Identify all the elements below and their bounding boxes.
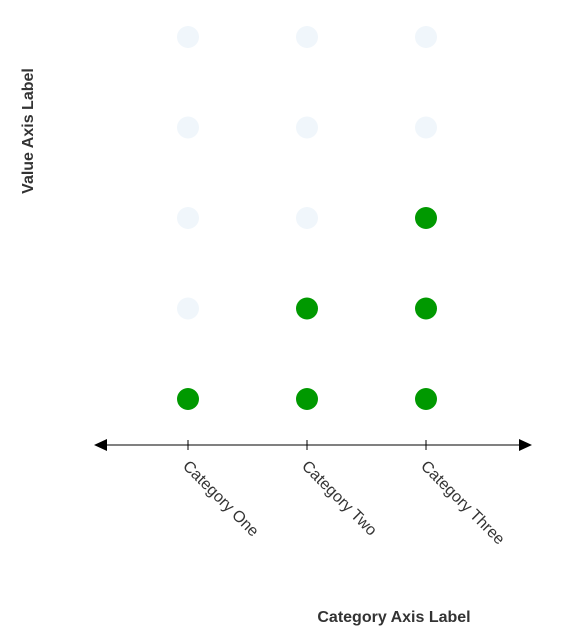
filled-dot-category-three-1	[415, 388, 437, 410]
filled-dot-category-two-2	[296, 297, 318, 320]
filled-dot-category-one-1	[177, 388, 199, 410]
empty-dot-category-two-4	[296, 116, 318, 139]
value-axis-label: Value Axis Label	[20, 68, 37, 194]
empty-dot-category-one-4	[177, 116, 199, 139]
axis-arrow-left	[94, 439, 107, 451]
empty-dot-category-three-5	[415, 26, 437, 48]
empty-dot-category-two-5	[296, 26, 318, 48]
empty-dot-category-one-2	[177, 297, 199, 320]
tick-label-category-two: Category Two	[298, 458, 380, 540]
tick-label-category-three: Category Three	[417, 458, 507, 548]
dots-layer	[177, 26, 437, 410]
filled-dot-category-three-3	[415, 207, 437, 229]
filled-dot-category-three-2	[415, 297, 437, 320]
empty-dot-category-one-5	[177, 26, 199, 48]
axis-arrow-right	[519, 439, 532, 451]
category-axis-label: Category Axis Label	[317, 609, 470, 626]
empty-dot-category-two-3	[296, 207, 318, 229]
tick-label-category-one: Category One	[179, 458, 262, 541]
filled-dot-category-two-1	[296, 388, 318, 410]
category-axis	[94, 439, 532, 451]
axis-ticks: Category One Category Two Category Three	[179, 440, 508, 548]
empty-dot-category-one-3	[177, 207, 199, 229]
empty-dot-category-three-4	[415, 116, 437, 139]
